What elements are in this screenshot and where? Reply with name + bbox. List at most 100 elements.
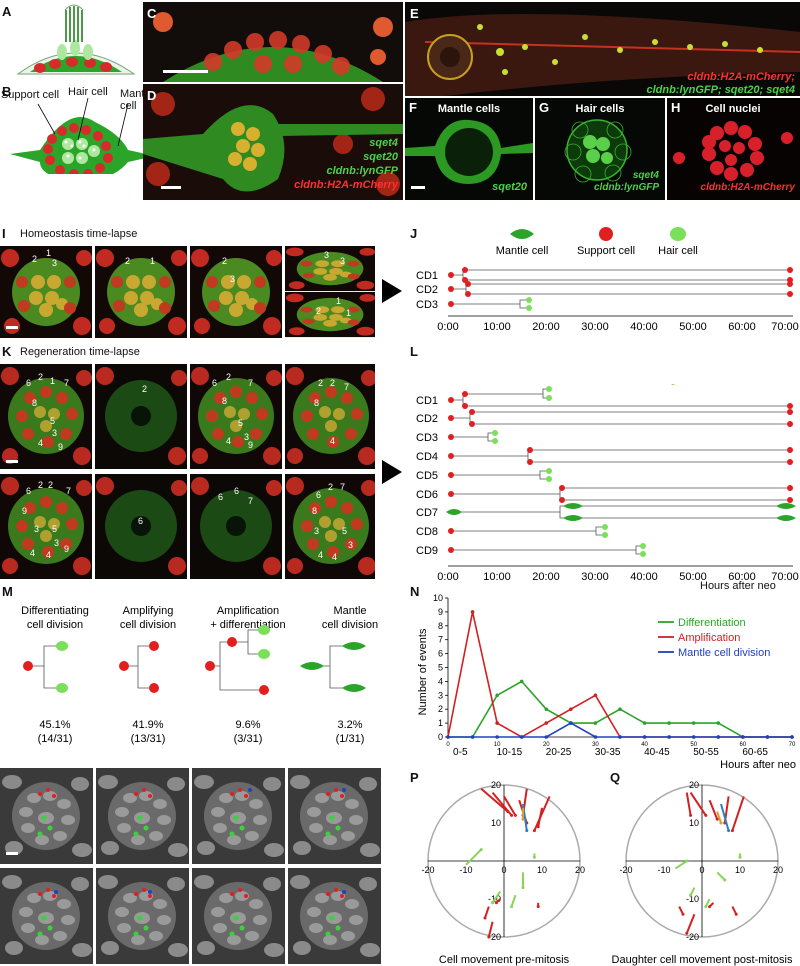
- n-data-point: [495, 721, 499, 725]
- n-data-point: [593, 721, 598, 725]
- movement-head: [719, 821, 723, 825]
- tick-l-6: 60:00: [728, 571, 756, 583]
- n-xtick-large: 30-35: [595, 747, 621, 758]
- n-data-point: [569, 721, 573, 725]
- n-data-point: [544, 707, 549, 711]
- polar-ytick: 20: [689, 780, 699, 790]
- panel-h-marker: cldnb:H2A-mCherry: [701, 182, 796, 193]
- marker-lyngfp: cldnb:lynGFP: [327, 165, 399, 177]
- support-cell-label: Support cell: [0, 89, 60, 101]
- n-xtick-small: 50: [690, 742, 697, 748]
- panel-label-k: K: [2, 344, 12, 359]
- svg-text:8: 8: [222, 396, 227, 406]
- panel-label-a: A: [2, 4, 12, 19]
- polar-ytick: 20: [491, 780, 501, 790]
- legend-mantle: Mantle cell: [496, 245, 549, 257]
- lineage-l: CD1 CD2 CD3 CD4 CD5 CD6 CD7 CD8 CD9: [416, 384, 799, 583]
- n-ytick-label: 6: [438, 649, 443, 659]
- movement-head: [704, 813, 708, 817]
- n-ytick-label: 10: [433, 593, 443, 603]
- div-type-4-title1: Mantle: [333, 605, 366, 617]
- tick-l-3: 30:00: [581, 571, 609, 583]
- row-l-cd5: CD5: [416, 470, 438, 482]
- n-ytick-label: 4: [438, 676, 443, 686]
- arrow-right-icon: [382, 279, 402, 303]
- n-data-point: [691, 721, 696, 725]
- n-data-point: [544, 721, 549, 725]
- arrow-right-icon-2: [382, 460, 402, 484]
- n-ytick-label: 8: [438, 621, 443, 631]
- lineage-l-xlabel: Hours after neo: [700, 580, 776, 592]
- movement-head: [681, 912, 685, 916]
- div-type-3-count: (3/31): [234, 733, 263, 745]
- polar-ytick: 10: [689, 818, 699, 828]
- panel-g-marker2: cldnb:lynGFP: [594, 182, 659, 193]
- svg-text:4: 4: [30, 548, 35, 558]
- polar-title: Daughter cell movement post-mitosis: [612, 954, 793, 966]
- svg-text:3: 3: [54, 538, 59, 548]
- n-data-point: [667, 721, 671, 725]
- panel-label-g: G: [539, 100, 550, 115]
- n-data-point: [593, 693, 598, 698]
- row-l-cd8: CD8: [416, 526, 438, 538]
- n-data-point: [741, 735, 745, 739]
- panel-g-text: Hair cells sqet4 cldnb:lynGFP: [576, 103, 660, 193]
- svg-text:1: 1: [336, 296, 341, 306]
- movement-vector: [716, 871, 726, 881]
- panel-label-b: B: [2, 84, 12, 99]
- row-l-cd3: CD3: [416, 432, 438, 444]
- svg-text:1: 1: [150, 256, 155, 266]
- n-data-point: [642, 735, 647, 739]
- polar-xtick: -20: [619, 865, 632, 875]
- polar-ytick: -20: [686, 932, 699, 942]
- n-data-point: [519, 735, 524, 739]
- svg-text:3: 3: [34, 524, 39, 534]
- n-xtick-large: 40-45: [644, 747, 670, 758]
- svg-text:2: 2: [32, 254, 37, 264]
- tick-j-5: 50:00: [679, 321, 707, 333]
- panel-label-d: D: [147, 88, 157, 103]
- n-data-point: [495, 735, 499, 739]
- marker-h2a: cldnb:H2A-mCherry: [294, 179, 399, 191]
- movement-head: [494, 901, 498, 905]
- tick-j-3: 30:00: [581, 321, 609, 333]
- svg-text:3: 3: [340, 256, 345, 266]
- movement-head: [536, 825, 540, 829]
- movement-vector: [537, 807, 543, 827]
- n-data-point: [446, 735, 450, 739]
- tracking-micrographs: [0, 768, 381, 964]
- svg-text:6: 6: [138, 516, 143, 526]
- tick-j-0: 0:00: [437, 321, 458, 333]
- micrograph-d: [143, 84, 403, 200]
- n-xtick-large: 60-65: [742, 747, 768, 758]
- svg-text:7: 7: [64, 378, 69, 388]
- svg-text:4: 4: [332, 552, 337, 562]
- movement-head: [738, 855, 742, 859]
- n-xtick-small: 30: [592, 742, 599, 748]
- svg-text:9: 9: [248, 440, 253, 450]
- panel-h-text: Cell nuclei cldnb:H2A-mCherry: [701, 103, 796, 193]
- tick-l-7: 70:00: [771, 571, 799, 583]
- marker-e-line1: cldnb:H2A-mCherry;: [687, 71, 795, 83]
- events-line-chart: Number of events 0 1 2 3 4 5 6 7 8 9 10 0 10 20 30 40 50…: [417, 593, 796, 771]
- svg-text:4: 4: [46, 550, 51, 560]
- n-ytick-label: 3: [438, 690, 443, 700]
- hair-cell-label: Hair cell: [68, 86, 108, 98]
- lineage-j: Mantle cell Support cell Hair cell CD1 C…: [416, 227, 799, 333]
- support-cell-legend-icon: [599, 227, 613, 241]
- neuromast-side-diagram: [16, 4, 136, 75]
- neuromast-top-diagram: [10, 97, 155, 174]
- svg-text:7: 7: [340, 482, 345, 492]
- tick-j-2: 20:00: [532, 321, 560, 333]
- svg-text:2: 2: [318, 378, 323, 388]
- row-l-cd4: CD4: [416, 451, 438, 463]
- tick-j-4: 40:00: [630, 321, 658, 333]
- polar-title: Cell movement pre-mitosis: [439, 954, 570, 966]
- n-data-point: [495, 693, 499, 698]
- marker-sqet20: sqet20: [363, 151, 399, 163]
- svg-text:2: 2: [125, 256, 130, 266]
- marker-e-line2: cldnb:lynGFP; sqet20; sqet4: [646, 84, 795, 96]
- svg-text:7: 7: [248, 496, 253, 506]
- panel-g-marker1: sqet4: [633, 170, 660, 181]
- div-type-1-pct: 45.1%: [39, 719, 70, 731]
